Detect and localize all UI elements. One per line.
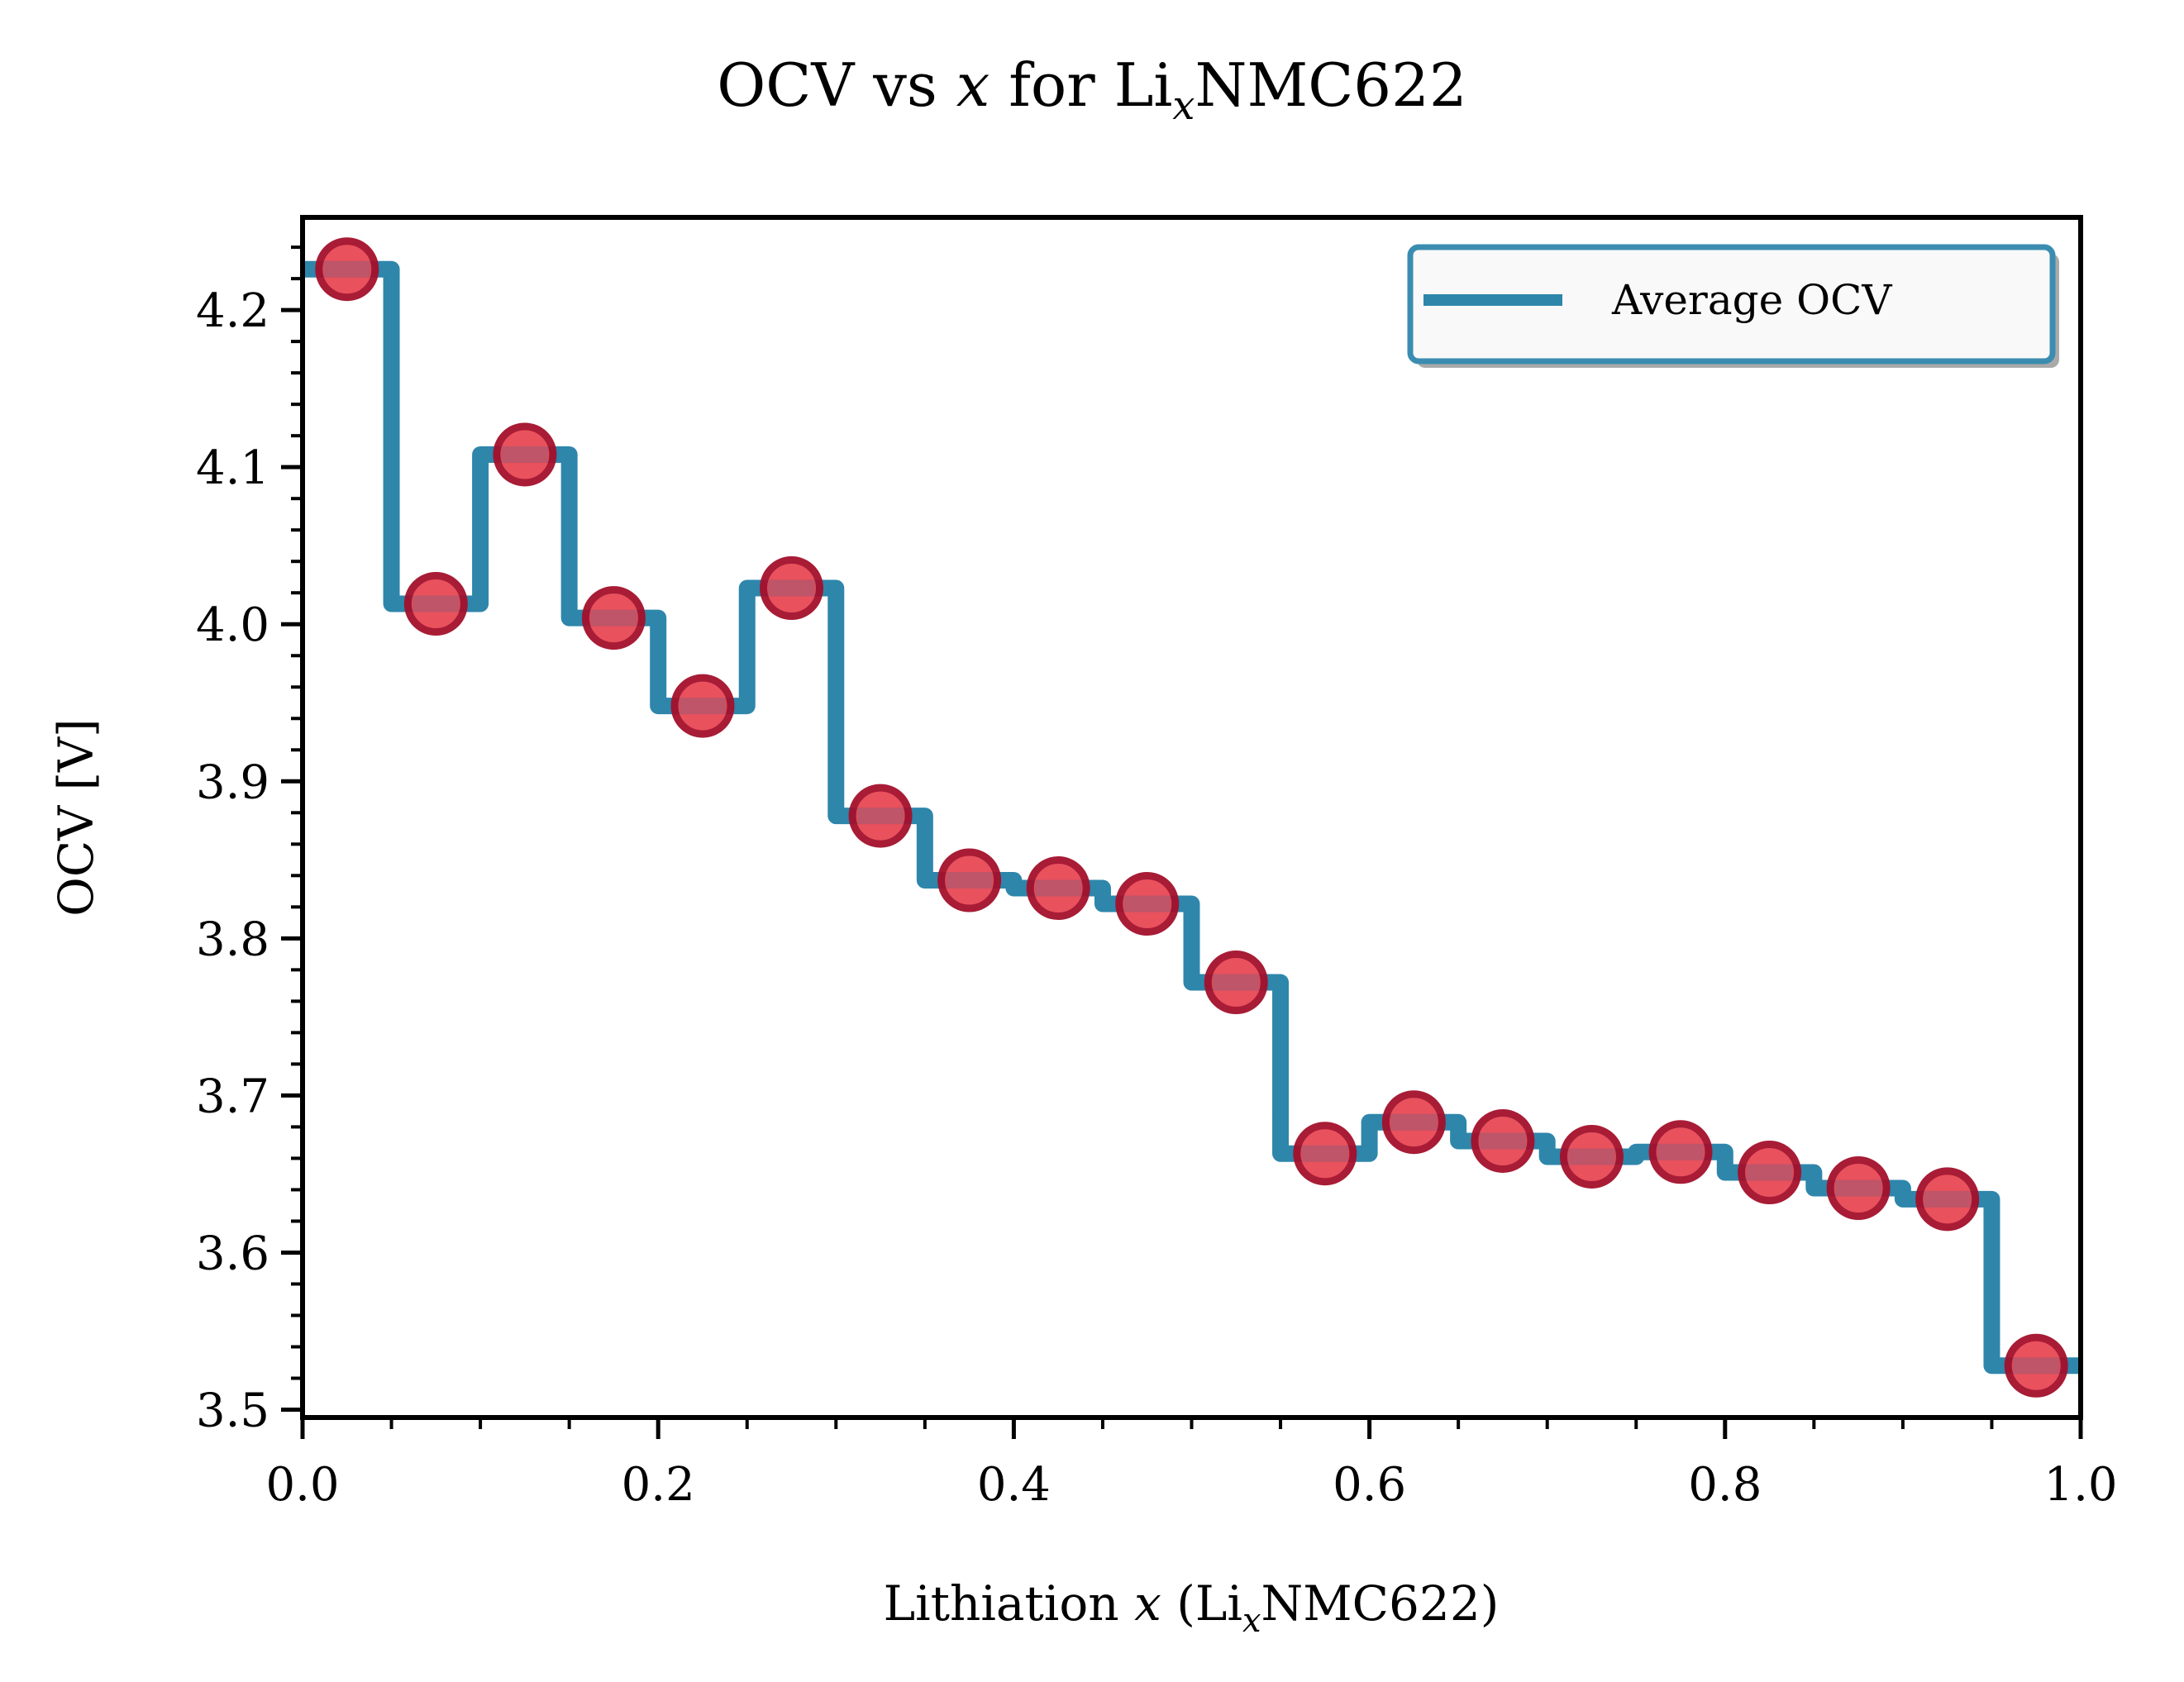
data-point (1293, 1122, 1357, 1186)
data-point (1204, 951, 1268, 1015)
x-tick-label: 0.2 (622, 1458, 695, 1512)
marker-line-overlap (1035, 879, 1082, 897)
chart-title: OCV vs x for LixNMC622 (717, 50, 1466, 129)
marker-line-overlap (946, 872, 993, 889)
marker-circle (1738, 1141, 1802, 1205)
marker-circle (403, 572, 468, 636)
marker-circle (848, 784, 913, 848)
marker-circle (1381, 1090, 1446, 1155)
marker-circle (1559, 1125, 1624, 1189)
marker-circle (937, 848, 1002, 912)
marker-circle (493, 422, 557, 487)
y-tick-label: 3.7 (196, 1070, 269, 1123)
data-point (848, 784, 913, 848)
marker-line-overlap (1123, 895, 1171, 912)
legend-label: Average OCV (1611, 276, 1892, 324)
y-tick-label: 3.8 (196, 912, 269, 966)
data-point (493, 422, 557, 487)
y-axis-label: OCV [V] (48, 718, 104, 916)
step-line-average-ocv (303, 260, 2081, 1375)
marker-line-overlap (679, 698, 726, 715)
marker-circle (760, 556, 824, 621)
marker-line-overlap (1213, 974, 1260, 991)
data-point (581, 586, 646, 650)
marker-circle (1915, 1167, 1980, 1232)
marker-circle (670, 674, 735, 738)
legend-box (1407, 244, 2056, 365)
marker-line-overlap (1390, 1113, 1438, 1131)
x-tick-label: 0.6 (1333, 1458, 1406, 1512)
x-tick-label: 0.4 (977, 1458, 1051, 1512)
marker-circle (581, 586, 646, 650)
marker-line-overlap (1657, 1143, 1705, 1160)
marker-line-overlap (501, 446, 548, 463)
marker-line-overlap (2013, 1357, 2060, 1375)
x-tick-label: 0.0 (265, 1458, 339, 1512)
data-point (1738, 1141, 1802, 1205)
marker-line-overlap (1835, 1179, 1882, 1197)
x-tick-label: 1.0 (2043, 1458, 2117, 1512)
marker-line-overlap (590, 609, 637, 627)
y-tick-label: 3.9 (196, 755, 269, 809)
data-point (1381, 1090, 1446, 1155)
marker-line-overlap (1746, 1164, 1793, 1181)
data-point (670, 674, 735, 738)
marker-line-overlap (768, 579, 815, 597)
data-point (1826, 1156, 1891, 1221)
series-layer (303, 237, 2081, 1398)
y-tick-label: 4.2 (196, 284, 269, 338)
data-point (315, 237, 379, 302)
data-point (1559, 1125, 1624, 1189)
marker-line-overlap (1301, 1145, 1348, 1162)
data-point (2004, 1333, 2068, 1398)
marker-circle (1115, 872, 1180, 936)
y-tick-label: 4.1 (196, 441, 269, 495)
y-axis: 3.5 3.6 3.7 3.8 3.9 4.0 4.1 4.2 (196, 245, 303, 1437)
data-point (1915, 1167, 1980, 1232)
marker-line-overlap (323, 260, 370, 278)
data-point (403, 572, 468, 636)
axes-frame (300, 215, 2083, 1420)
marker-circle (1648, 1120, 1713, 1184)
data-point (1471, 1109, 1535, 1174)
x-axis-label: Lithiation x (LixNMC622) (884, 1575, 1500, 1640)
data-point (760, 556, 824, 621)
marker-line-overlap (1924, 1190, 1971, 1208)
marker-circle (2004, 1333, 2068, 1398)
y-tick-label: 3.5 (196, 1384, 269, 1437)
marker-line-overlap (412, 595, 460, 612)
x-tick-label: 0.8 (1688, 1458, 1762, 1512)
marker-line-overlap (857, 808, 904, 825)
marker-circle (1471, 1109, 1535, 1174)
marker-circle (1293, 1122, 1357, 1186)
marker-circle (1026, 856, 1090, 921)
marker-line-overlap (1568, 1148, 1615, 1165)
marker-line-overlap (1479, 1132, 1526, 1150)
marker-circle (1826, 1156, 1891, 1221)
marker-circle (315, 237, 379, 302)
y-tick-label: 3.6 (196, 1227, 269, 1280)
x-axis: 0.0 0.2 0.4 0.6 0.8 1.0 (265, 1418, 2118, 1512)
data-point (937, 848, 1002, 912)
marker-circle (1204, 951, 1268, 1015)
data-point (1648, 1120, 1713, 1184)
data-point (1115, 872, 1180, 936)
legend: Average OCV (1407, 244, 2059, 368)
data-point (1026, 856, 1090, 921)
y-tick-label: 4.0 (196, 598, 269, 652)
